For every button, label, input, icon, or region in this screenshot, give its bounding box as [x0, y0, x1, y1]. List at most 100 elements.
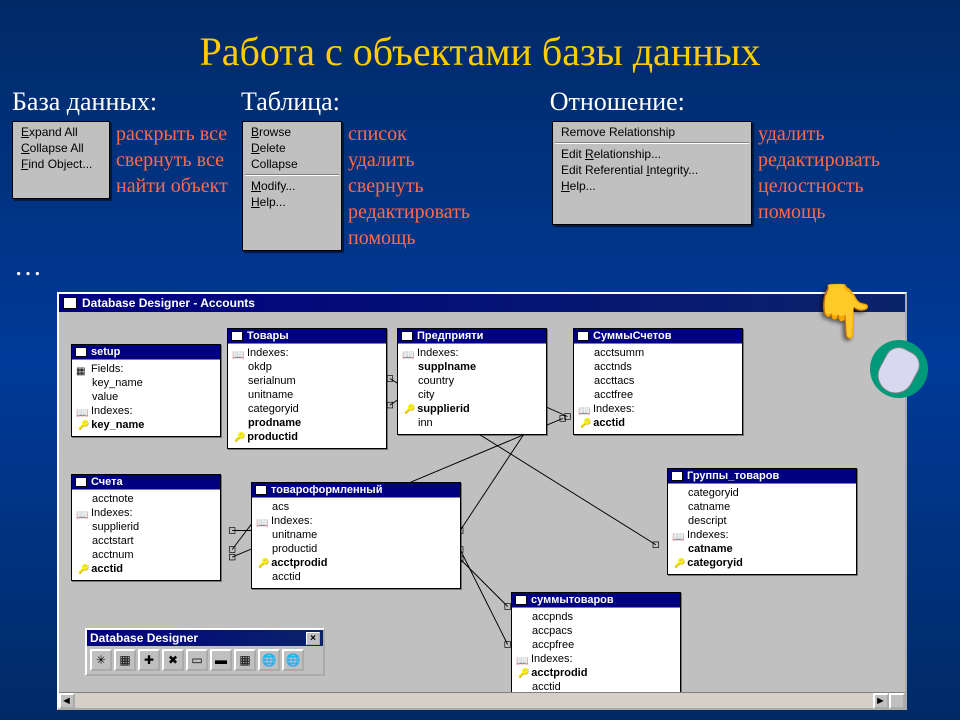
table-header[interactable]: Группы_товаров	[668, 469, 856, 484]
field-item[interactable]: acctid	[578, 416, 738, 430]
table-tovof[interactable]: товароформленный acsIndexes:unitnameprodu…	[251, 482, 461, 589]
field-item[interactable]: supplierid	[76, 520, 216, 534]
field-item[interactable]: supplierid	[402, 402, 542, 416]
annotation-label: удалить	[758, 121, 880, 147]
field-item[interactable]: acs	[256, 500, 456, 514]
menu-item[interactable]: Help...	[553, 178, 751, 194]
field-item[interactable]: key_name	[76, 418, 216, 432]
table-body: categoryidcatnamedescriptIndexes:catname…	[668, 484, 856, 574]
field-item[interactable]: key_name	[76, 376, 216, 390]
table-header[interactable]: суммытоваров	[512, 593, 680, 608]
table-setup[interactable]: setupFields:key_namevalueIndexes:key_nam…	[71, 344, 221, 437]
field-item[interactable]: catname	[672, 500, 852, 514]
toolbar-button[interactable]: ▦	[234, 649, 256, 671]
toolbar-button[interactable]: ✚	[138, 649, 160, 671]
menu-item[interactable]: Edit Relationship...	[553, 146, 751, 162]
field-item[interactable]: value	[76, 390, 216, 404]
field-item[interactable]: productid	[256, 542, 456, 556]
field-item[interactable]: accpacs	[516, 624, 676, 638]
table-icon	[231, 331, 243, 341]
menu-item[interactable]: Expand All	[13, 124, 109, 140]
toolbar-button[interactable]: ▦	[114, 649, 136, 671]
field-group: Indexes:	[256, 514, 456, 528]
toolbar-button[interactable]: 🌐	[258, 649, 280, 671]
field-item[interactable]: unitname	[256, 528, 456, 542]
field-item[interactable]: categoryid	[232, 402, 382, 416]
table-header[interactable]: Счета	[72, 475, 220, 490]
menu-item[interactable]: Collapse All	[13, 140, 109, 156]
palette-titlebar[interactable]: Database Designer×	[87, 630, 323, 646]
field-item[interactable]: unitname	[232, 388, 382, 402]
group-label: Indexes:	[687, 528, 729, 542]
field-item[interactable]: city	[402, 388, 542, 402]
field-item[interactable]: categoryid	[672, 556, 852, 570]
table-header[interactable]: setup	[72, 345, 220, 360]
field-item[interactable]: acctprodid	[516, 666, 676, 680]
menu-item[interactable]: Help...	[243, 194, 341, 210]
field-item[interactable]: catname	[672, 542, 852, 556]
scroll-right-button[interactable]: ►	[873, 693, 889, 709]
table-scheta[interactable]: СчетаacctnoteIndexes:supplieridacctstart…	[71, 474, 221, 581]
field-item[interactable]: acctsumm	[578, 346, 738, 360]
field-item[interactable]: acctprodid	[256, 556, 456, 570]
field-item[interactable]: acctnote	[76, 492, 216, 506]
field-item[interactable]: productid	[232, 430, 382, 444]
field-item[interactable]: acctid	[76, 562, 216, 576]
menu-item[interactable]: Delete	[243, 140, 341, 156]
close-icon[interactable]: ×	[306, 632, 320, 645]
menu-item[interactable]: Collapse	[243, 156, 341, 172]
field-item[interactable]: acctfree	[578, 388, 738, 402]
field-item[interactable]: supplname	[402, 360, 542, 374]
group-label: Indexes:	[247, 346, 289, 360]
field-item[interactable]: acctid	[516, 680, 676, 692]
field-item[interactable]: descript	[672, 514, 852, 528]
toolbar-palette[interactable]: Database Designer×✳▦✚✖▭▬▦🌐🌐	[85, 628, 325, 676]
toolbar-button[interactable]: ▬	[210, 649, 232, 671]
field-item[interactable]: okdp	[232, 360, 382, 374]
table-icon	[255, 485, 267, 495]
scroll-left-button[interactable]: ◄	[59, 693, 75, 709]
toolbar-button[interactable]: ▭	[186, 649, 208, 671]
field-item[interactable]: inn	[402, 416, 542, 430]
menu-item[interactable]: Remove Relationship	[553, 124, 751, 140]
field-group: Indexes:	[232, 346, 382, 360]
field-item[interactable]: accpnds	[516, 610, 676, 624]
designer-titlebar[interactable]: Database Designer - Accounts	[59, 294, 905, 312]
table-tovary[interactable]: Товары Indexes:okdpserialnumunitnamecateg…	[227, 328, 387, 449]
table-header[interactable]: товароформленный	[252, 483, 460, 498]
pointing-hand-icon: 👉	[812, 278, 873, 343]
field-item[interactable]: serialnum	[232, 374, 382, 388]
field-item[interactable]: categoryid	[672, 486, 852, 500]
horizontal-scrollbar[interactable]: ◄ ►	[59, 692, 905, 708]
table-header[interactable]: Предприяти	[398, 329, 546, 344]
table-header[interactable]: СуммыСчетов	[574, 329, 742, 344]
toolbar-button[interactable]: 🌐	[282, 649, 304, 671]
annotation-label: раскрыть все	[116, 121, 228, 147]
field-item[interactable]: acctnum	[76, 548, 216, 562]
field-item[interactable]: accttacs	[578, 374, 738, 388]
field-item[interactable]: accpfree	[516, 638, 676, 652]
menu-item[interactable]: Modify...	[243, 178, 341, 194]
table-gruppy[interactable]: Группы_товаровcategoryidcatnamedescriptI…	[667, 468, 857, 575]
table-summytov[interactable]: суммытоваровaccpndsaccpacsaccpfreeIndexe…	[511, 592, 681, 692]
toolbar-button[interactable]: ✳	[90, 649, 112, 671]
group-label: Indexes:	[271, 514, 313, 528]
table-name: setup	[91, 346, 120, 358]
field-item[interactable]: acctstart	[76, 534, 216, 548]
table-summysch[interactable]: СуммыСчетов acctsummacctndsaccttacsacctfr…	[573, 328, 743, 435]
menu-item[interactable]: Edit Referential Integrity...	[553, 162, 751, 178]
field-item[interactable]: prodname	[232, 416, 382, 430]
menu-item[interactable]: Browse	[243, 124, 341, 140]
table-predpr[interactable]: ПредприятиIndexes:supplnamecountrycitysu…	[397, 328, 547, 435]
field-item[interactable]: acctnds	[578, 360, 738, 374]
menu-item[interactable]: Find Object...	[13, 156, 109, 172]
table-icon	[401, 331, 413, 341]
field-item[interactable]: acctid	[256, 570, 456, 584]
designer-canvas[interactable]: setupFields:key_namevalueIndexes:key_nam…	[59, 312, 905, 692]
toolbar-button[interactable]: ✖	[162, 649, 184, 671]
book-icon	[516, 654, 528, 664]
header-relation: Отношение:	[550, 87, 948, 117]
table-header[interactable]: Товары	[228, 329, 386, 344]
annotation-label: свернуть	[348, 173, 470, 199]
field-item[interactable]: country	[402, 374, 542, 388]
